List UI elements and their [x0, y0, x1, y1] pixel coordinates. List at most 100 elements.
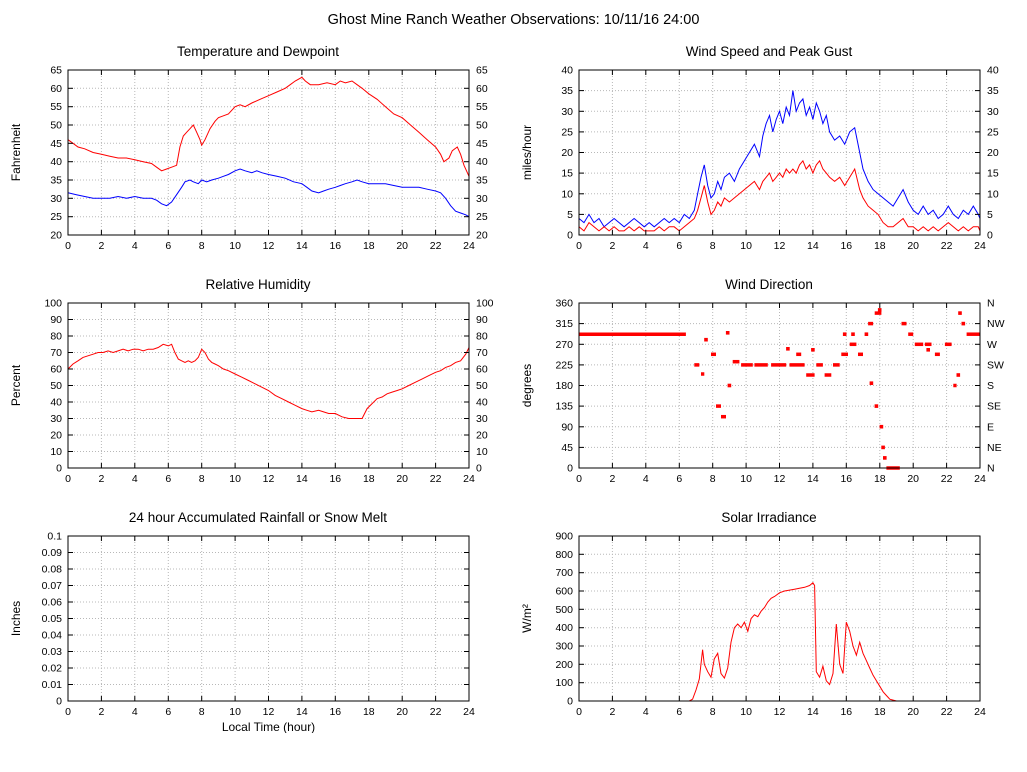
svg-text:80: 80 [476, 331, 488, 343]
svg-text:315: 315 [555, 318, 573, 330]
wind-direction-plot: 0 2 4 6 8 10 12 14 16 18 20 22 24 0 N 45 NE 90 E 135 SE 180 S 2… [517, 295, 1022, 500]
chart-title-wind-direction: Wind Direction [725, 277, 813, 292]
svg-text:60: 60 [50, 364, 62, 376]
svg-text:2: 2 [609, 706, 615, 718]
svg-text:30: 30 [476, 193, 488, 205]
svg-text:50: 50 [476, 120, 488, 132]
svg-text:0: 0 [56, 463, 62, 475]
svg-text:900: 900 [555, 531, 573, 543]
svg-text:12: 12 [773, 240, 785, 252]
svg-text:180: 180 [555, 380, 573, 392]
svg-text:SW: SW [987, 359, 1004, 371]
svg-text:40: 40 [987, 65, 999, 77]
svg-text:80: 80 [50, 331, 62, 343]
svg-text:0: 0 [56, 696, 62, 708]
svg-text:miles/hour: miles/hour [520, 125, 534, 180]
svg-text:40: 40 [476, 397, 488, 409]
svg-text:22: 22 [940, 706, 952, 718]
svg-text:0.02: 0.02 [41, 663, 62, 675]
chart-wind-direction: Wind Direction 0 2 4 6 8 10 12 14 16 18 20 22 24 0 N 45… [517, 275, 1022, 500]
svg-text:SE: SE [987, 401, 1001, 413]
svg-text:NW: NW [987, 318, 1005, 330]
svg-text:20: 20 [561, 147, 573, 159]
svg-text:22: 22 [429, 240, 441, 252]
svg-text:16: 16 [840, 240, 852, 252]
svg-text:600: 600 [555, 586, 573, 598]
svg-text:W: W [987, 339, 997, 351]
svg-text:90: 90 [476, 314, 488, 326]
chart-title-rainfall: 24 hour Accumulated Rainfall or Snow Mel… [128, 510, 388, 525]
svg-text:65: 65 [476, 65, 488, 77]
chart-title-temperature-dewpoint: Temperature and Dewpoint [176, 44, 340, 59]
svg-text:0: 0 [476, 463, 482, 475]
svg-text:30: 30 [50, 413, 62, 425]
svg-text:40: 40 [50, 397, 62, 409]
svg-text:20: 20 [50, 230, 62, 242]
svg-text:8: 8 [198, 240, 204, 252]
svg-text:60: 60 [476, 83, 488, 95]
svg-text:10: 10 [740, 706, 752, 718]
svg-text:0: 0 [65, 706, 71, 718]
svg-text:14: 14 [807, 706, 819, 718]
svg-text:22: 22 [429, 706, 441, 718]
svg-text:14: 14 [807, 473, 819, 485]
svg-text:50: 50 [476, 380, 488, 392]
chart-solar-irradiance: Solar Irradiance 0 2 4 6 8 10 12 14 16 18 20 22 24 0 1… [517, 508, 1022, 733]
svg-text:24: 24 [463, 473, 475, 485]
chart-title-wind-speed-gust: Wind Speed and Peak Gust [685, 44, 853, 59]
svg-text:4: 4 [131, 473, 137, 485]
svg-text:30: 30 [50, 193, 62, 205]
svg-text:S: S [987, 380, 994, 392]
svg-text:22: 22 [940, 473, 952, 485]
svg-text:270: 270 [555, 339, 573, 351]
svg-text:2: 2 [609, 473, 615, 485]
svg-text:12: 12 [262, 473, 274, 485]
svg-text:0.01: 0.01 [41, 679, 62, 691]
svg-text:45: 45 [476, 138, 488, 150]
svg-text:0: 0 [567, 696, 573, 708]
svg-text:20: 20 [987, 147, 999, 159]
svg-text:18: 18 [362, 240, 374, 252]
svg-text:8: 8 [709, 473, 715, 485]
svg-text:18: 18 [362, 706, 374, 718]
svg-text:0.06: 0.06 [41, 597, 62, 609]
svg-text:8: 8 [709, 240, 715, 252]
svg-text:14: 14 [807, 240, 819, 252]
svg-text:N: N [987, 298, 995, 310]
svg-text:360: 360 [555, 298, 573, 310]
svg-text:0.1: 0.1 [47, 531, 62, 543]
svg-text:16: 16 [840, 706, 852, 718]
svg-text:15: 15 [987, 168, 999, 180]
svg-text:35: 35 [987, 85, 999, 97]
svg-text:60: 60 [50, 83, 62, 95]
svg-text:N: N [987, 463, 995, 475]
svg-text:60: 60 [476, 364, 488, 376]
svg-text:10: 10 [50, 446, 62, 458]
svg-text:0: 0 [576, 240, 582, 252]
svg-text:225: 225 [555, 359, 573, 371]
svg-text:10: 10 [229, 706, 241, 718]
svg-text:0.09: 0.09 [41, 547, 62, 559]
svg-text:0.04: 0.04 [41, 630, 62, 642]
chart-rainfall: 24 hour Accumulated Rainfall or Snow Mel… [6, 508, 511, 734]
svg-text:0: 0 [567, 230, 573, 242]
svg-text:20: 20 [476, 430, 488, 442]
svg-text:10: 10 [987, 188, 999, 200]
svg-text:18: 18 [873, 706, 885, 718]
svg-text:800: 800 [555, 549, 573, 561]
charts-grid: Temperature and Dewpoint 0 2 4 6 8 10 12 14 16 18… [0, 42, 1027, 734]
svg-text:100: 100 [476, 298, 494, 310]
svg-text:70: 70 [476, 347, 488, 359]
svg-text:40: 40 [50, 156, 62, 168]
svg-text:14: 14 [296, 473, 308, 485]
svg-text:2: 2 [98, 706, 104, 718]
svg-text:4: 4 [642, 706, 648, 718]
svg-text:0: 0 [567, 463, 573, 475]
svg-text:12: 12 [262, 706, 274, 718]
svg-text:20: 20 [476, 230, 488, 242]
svg-text:18: 18 [873, 473, 885, 485]
relative-humidity-plot: 0 2 4 6 8 10 12 14 16 18 20 22 24 0 0 10 10 20 20 30 30 40 40 5… [6, 295, 511, 500]
svg-text:22: 22 [940, 240, 952, 252]
svg-text:20: 20 [396, 706, 408, 718]
